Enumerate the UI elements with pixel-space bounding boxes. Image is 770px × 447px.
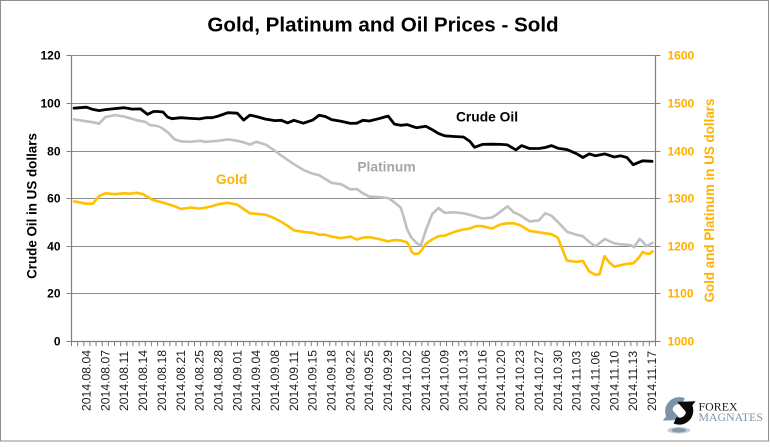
svg-text:2014.08.07: 2014.08.07: [98, 350, 112, 411]
svg-text:2014.09.25: 2014.09.25: [362, 350, 376, 411]
svg-text:2014.11.03: 2014.11.03: [570, 351, 584, 411]
svg-text:1100: 1100: [668, 287, 694, 301]
svg-text:2014.10.30: 2014.10.30: [551, 350, 565, 411]
svg-text:1200: 1200: [668, 240, 695, 254]
svg-text:2014.09.08: 2014.09.08: [268, 350, 282, 411]
svg-text:FOREX: FOREX: [699, 400, 739, 414]
svg-text:Gold, Platinum and Oil Prices: Gold, Platinum and Oil Prices - Sold: [207, 14, 558, 37]
svg-text:60: 60: [47, 192, 61, 206]
svg-text:2014.08.21: 2014.08.21: [174, 350, 188, 411]
svg-text:2014.08.04: 2014.08.04: [80, 350, 94, 411]
svg-text:1400: 1400: [668, 145, 695, 159]
svg-text:2014.11.06: 2014.11.06: [589, 351, 603, 411]
svg-text:2014.08.28: 2014.08.28: [212, 350, 226, 411]
svg-text:2014.09.29: 2014.09.29: [381, 350, 395, 411]
svg-text:Platinum: Platinum: [357, 160, 415, 175]
svg-text:0: 0: [54, 335, 61, 349]
svg-text:2014.08.11: 2014.08.11: [117, 351, 131, 411]
svg-text:2014.10.23: 2014.10.23: [513, 350, 527, 411]
svg-text:2014.09.15: 2014.09.15: [306, 350, 320, 411]
svg-text:2014.09.18: 2014.09.18: [325, 350, 339, 411]
svg-text:1000: 1000: [668, 335, 695, 349]
svg-text:40: 40: [47, 240, 61, 254]
svg-text:2014.09.04: 2014.09.04: [249, 350, 263, 411]
svg-text:1600: 1600: [668, 49, 695, 63]
svg-text:80: 80: [47, 145, 61, 159]
svg-text:2014.10.13: 2014.10.13: [457, 350, 471, 411]
svg-text:1500: 1500: [668, 97, 695, 111]
svg-text:2014.11.17: 2014.11.17: [645, 351, 659, 411]
svg-text:2014.10.02: 2014.10.02: [400, 350, 414, 411]
svg-text:2014.09.11: 2014.09.11: [287, 351, 301, 411]
svg-text:Gold: Gold: [216, 172, 247, 187]
svg-text:2014.10.20: 2014.10.20: [494, 350, 508, 411]
svg-text:MAGNATES: MAGNATES: [699, 411, 763, 424]
svg-text:2014.08.25: 2014.08.25: [193, 350, 207, 411]
svg-text:Gold and Platinum in US dollar: Gold and Platinum in US dollars: [702, 99, 717, 303]
svg-text:2014.09.22: 2014.09.22: [343, 350, 357, 411]
svg-text:100: 100: [40, 97, 60, 111]
svg-text:2014.09.01: 2014.09.01: [230, 350, 244, 411]
svg-text:2014.08.14: 2014.08.14: [136, 350, 150, 411]
svg-text:2014.10.09: 2014.10.09: [438, 350, 452, 411]
svg-text:2014.10.27: 2014.10.27: [532, 350, 546, 411]
svg-text:2014.10.06: 2014.10.06: [419, 350, 433, 411]
svg-text:2014.08.18: 2014.08.18: [155, 350, 169, 411]
svg-text:120: 120: [40, 49, 60, 63]
svg-text:Crude Oil in US dollars: Crude Oil in US dollars: [25, 133, 40, 279]
svg-text:20: 20: [47, 287, 61, 301]
svg-text:2014.11.13: 2014.11.13: [626, 351, 640, 411]
svg-text:Crude Oil: Crude Oil: [456, 110, 518, 125]
svg-text:2014.11.10: 2014.11.10: [607, 351, 621, 411]
svg-text:1300: 1300: [668, 192, 695, 206]
svg-text:2014.10.16: 2014.10.16: [475, 350, 489, 411]
